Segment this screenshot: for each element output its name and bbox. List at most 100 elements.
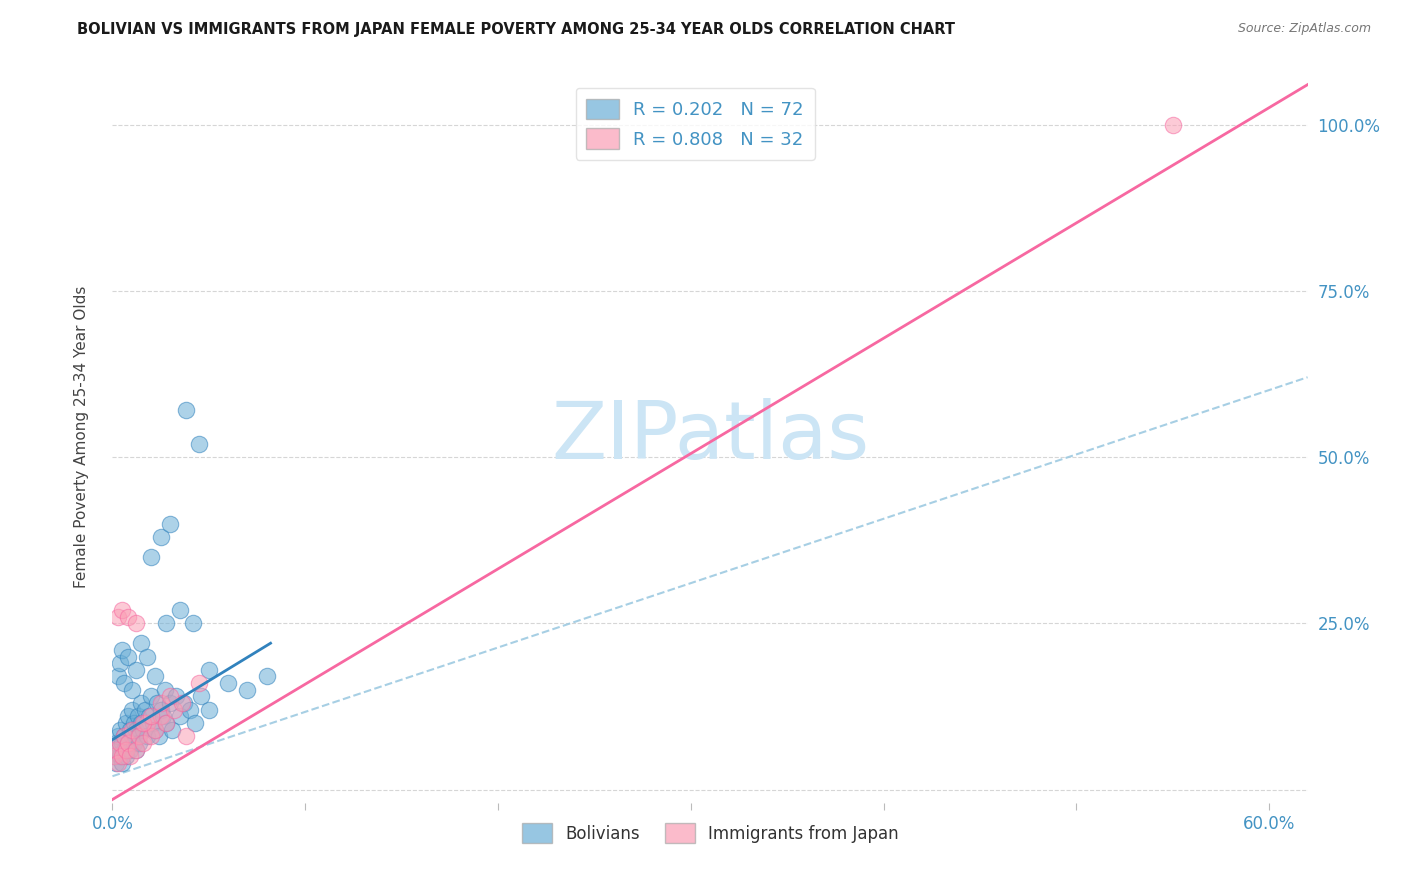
Point [124, 742, 146, 756]
Point [131, 636, 153, 650]
Point [108, 736, 131, 750]
Point [112, 742, 135, 756]
Point [127, 709, 149, 723]
Point [174, 729, 197, 743]
Point [138, 709, 160, 723]
Point [107, 729, 129, 743]
Point [155, 616, 177, 631]
Point [127, 729, 149, 743]
Point [162, 723, 183, 737]
Point [139, 690, 162, 704]
Point [117, 649, 139, 664]
Point [132, 736, 155, 750]
Point [121, 729, 143, 743]
Point [108, 723, 131, 737]
Point [103, 749, 125, 764]
Point [132, 716, 155, 731]
Point [124, 616, 146, 631]
Point [146, 696, 169, 710]
Point [115, 716, 138, 731]
Point [149, 696, 172, 710]
Point [124, 742, 146, 756]
Point [173, 696, 195, 710]
Point [198, 703, 221, 717]
Point [143, 723, 166, 737]
Text: ZIPatlas: ZIPatlas [551, 398, 869, 476]
Point [136, 729, 159, 743]
Legend: Bolivians, Immigrants from Japan: Bolivians, Immigrants from Japan [515, 817, 905, 849]
Point [139, 549, 162, 564]
Point [165, 690, 187, 704]
Point [117, 609, 139, 624]
Point [118, 723, 141, 737]
Point [107, 669, 129, 683]
Point [112, 729, 135, 743]
Point [169, 709, 191, 723]
Point [190, 690, 212, 704]
Point [117, 736, 139, 750]
Point [122, 716, 145, 731]
Point [111, 736, 134, 750]
Point [183, 616, 205, 631]
Point [136, 716, 159, 731]
Point [149, 530, 172, 544]
Point [112, 676, 135, 690]
Point [188, 676, 211, 690]
Text: BOLIVIAN VS IMMIGRANTS FROM JAPAN FEMALE POVERTY AMONG 25-34 YEAR OLDS CORRELATI: BOLIVIAN VS IMMIGRANTS FROM JAPAN FEMALE… [77, 22, 955, 37]
Point [111, 749, 134, 764]
Point [128, 736, 150, 750]
Point [179, 703, 201, 717]
Point [105, 736, 128, 750]
Point [148, 729, 170, 743]
Point [108, 656, 131, 670]
Point [108, 749, 131, 764]
Point [107, 609, 129, 624]
Point [163, 703, 186, 717]
Point [149, 709, 172, 723]
Point [121, 703, 143, 717]
Point [118, 742, 141, 756]
Text: Source: ZipAtlas.com: Source: ZipAtlas.com [1237, 22, 1371, 36]
Point [131, 716, 153, 731]
Point [115, 749, 138, 764]
Point [159, 690, 181, 704]
Point [155, 716, 177, 731]
Y-axis label: Female Poverty Among 25-34 Year Olds: Female Poverty Among 25-34 Year Olds [75, 286, 89, 588]
Point [124, 723, 146, 737]
Point [122, 736, 145, 750]
Point [134, 703, 156, 717]
Point [121, 723, 143, 737]
Point [159, 696, 181, 710]
Point [105, 742, 128, 756]
Point [184, 716, 207, 731]
Point [155, 716, 177, 731]
Point [169, 603, 191, 617]
Point [174, 403, 197, 417]
Point [103, 749, 125, 764]
Point [107, 742, 129, 756]
Point [128, 729, 150, 743]
Point [105, 756, 128, 770]
Point [152, 709, 174, 723]
Point [236, 682, 259, 697]
Point [111, 643, 134, 657]
Point [139, 709, 162, 723]
Point [198, 663, 221, 677]
Point [111, 756, 134, 770]
Point [124, 663, 146, 677]
Point [256, 669, 278, 683]
Point [111, 603, 134, 617]
Point [170, 696, 193, 710]
Point [159, 516, 181, 531]
Point [136, 649, 159, 664]
Point [217, 676, 239, 690]
Point [112, 729, 135, 743]
Point [117, 736, 139, 750]
Point [107, 756, 129, 770]
Point [132, 723, 155, 737]
Point [142, 716, 165, 731]
Point [1161, 118, 1184, 132]
Point [149, 703, 172, 717]
Point [115, 742, 138, 756]
Point [121, 682, 143, 697]
